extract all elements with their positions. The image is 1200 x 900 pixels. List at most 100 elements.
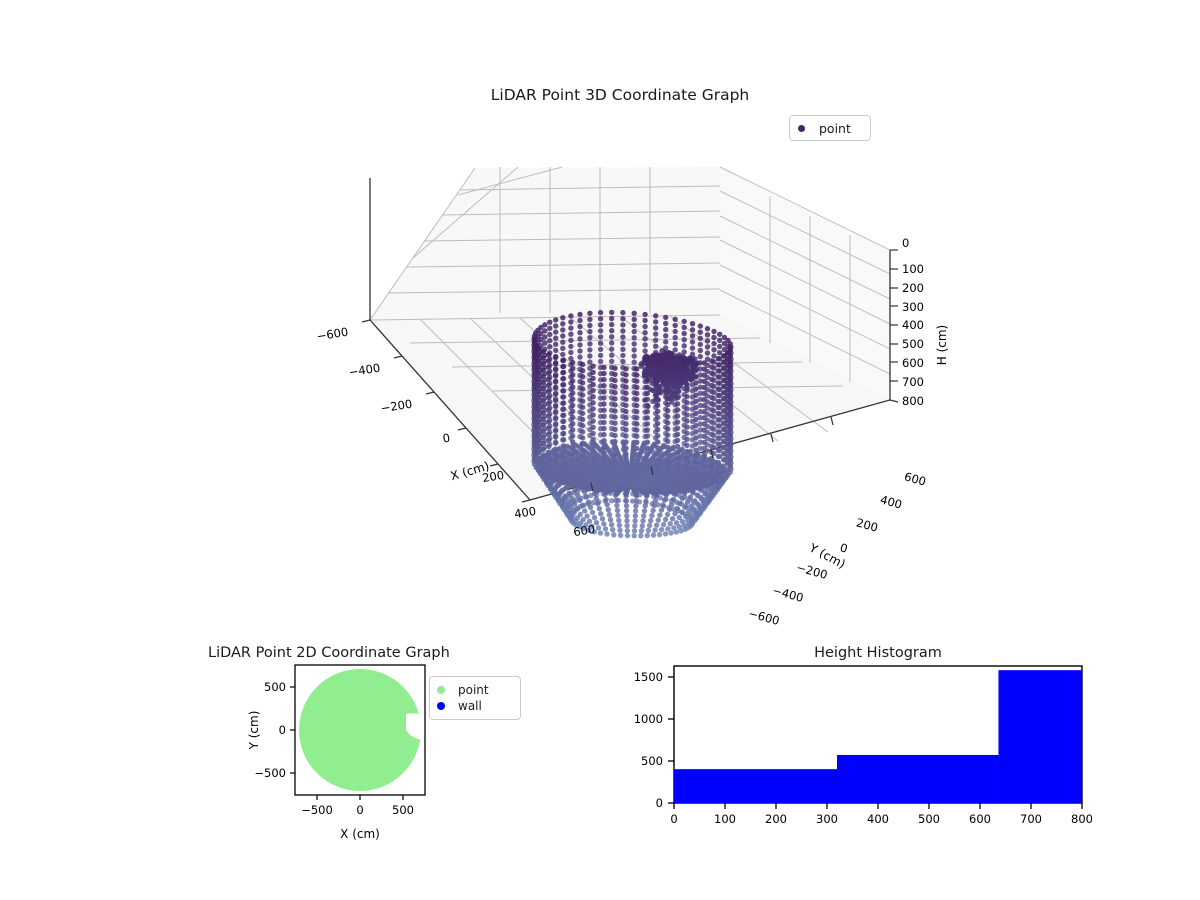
point3d — [609, 353, 614, 358]
point3d — [608, 517, 613, 522]
point3d — [672, 361, 678, 367]
point3d — [653, 331, 658, 336]
point3d — [577, 354, 582, 359]
point3d — [604, 531, 609, 536]
point3d — [553, 342, 558, 347]
point3d — [598, 322, 603, 327]
point3d — [541, 361, 546, 366]
point3d — [625, 533, 630, 538]
point3d — [722, 426, 727, 431]
point3d — [674, 520, 679, 525]
point3d — [669, 399, 674, 404]
histogram-ytick-3: 1500 — [634, 670, 663, 684]
point3d — [609, 340, 614, 345]
point3d — [620, 353, 625, 358]
point3d — [625, 528, 630, 533]
point3d — [590, 382, 595, 387]
point3d — [693, 417, 698, 422]
point3d — [655, 360, 661, 366]
point3d — [611, 439, 616, 444]
point3d — [655, 370, 661, 376]
point3d — [639, 363, 645, 369]
point3d — [657, 532, 662, 537]
point3d — [618, 533, 623, 538]
histogram-ytick-1: 500 — [641, 754, 663, 768]
point3d — [569, 496, 574, 501]
point3d — [659, 527, 664, 532]
point3d — [623, 421, 628, 426]
histogram-panel[interactable]: 0 100 200 300 400 500 600 700 800 0 500 … — [630, 630, 1110, 880]
point3d — [553, 385, 558, 390]
point3d — [546, 432, 551, 437]
point3d — [560, 333, 565, 338]
point3d — [698, 342, 703, 347]
point3d — [580, 386, 585, 391]
point3d — [582, 508, 587, 513]
point3d — [685, 500, 690, 505]
plot2d-panel[interactable]: 500 0 −500 −500 0 500 X (cm) Y (cm) — [150, 630, 570, 880]
point3d — [546, 389, 551, 394]
point3d — [601, 432, 606, 437]
point3d — [642, 324, 647, 329]
point3d — [541, 373, 546, 378]
point3d — [632, 311, 637, 316]
point3d — [546, 383, 551, 388]
point3d — [669, 391, 674, 396]
point3d — [693, 429, 698, 434]
point3d — [667, 374, 672, 379]
point3d — [561, 388, 566, 393]
point3d — [601, 377, 606, 382]
point3d — [553, 392, 558, 397]
point3d — [561, 419, 566, 424]
point3d — [653, 319, 658, 324]
plot2d-ylabel: Y (cm) — [247, 711, 261, 751]
point3d — [553, 428, 558, 433]
plot2d-canvas[interactable]: 500 0 −500 −500 0 500 X (cm) Y (cm) — [150, 630, 570, 880]
point3d — [705, 393, 710, 398]
point3d — [634, 391, 639, 396]
point3d — [553, 398, 558, 403]
point3d — [690, 333, 695, 338]
point3d — [663, 321, 668, 326]
plot3d-panel[interactable]: −600 −400 −200 0 200 400 600 X (cm) 600 … — [300, 70, 940, 630]
point3d — [546, 377, 551, 382]
point3d — [717, 436, 722, 441]
point3d — [623, 415, 628, 420]
point3d — [624, 508, 629, 513]
point3d — [588, 505, 593, 510]
point3d — [620, 310, 625, 315]
point3d — [660, 502, 665, 507]
point3d — [693, 435, 698, 440]
point3d — [543, 473, 548, 478]
point3d — [580, 423, 585, 428]
histogram-xtick-4: 400 — [867, 812, 889, 826]
histogram-bar — [674, 769, 837, 803]
point3d — [612, 390, 617, 395]
point3d — [675, 419, 680, 424]
point3d — [688, 494, 693, 499]
point3d — [612, 384, 617, 389]
point3d — [705, 418, 710, 423]
point3d — [717, 405, 722, 410]
point3d — [653, 325, 658, 330]
point3d — [711, 402, 716, 407]
point3d — [708, 456, 713, 461]
point3d — [659, 507, 664, 512]
point3d — [676, 394, 681, 399]
point3d — [654, 522, 659, 527]
point3d — [663, 387, 668, 392]
point3d — [586, 500, 591, 505]
point3d — [722, 451, 727, 456]
point3d — [688, 449, 693, 454]
point3d — [711, 420, 716, 425]
point3d — [620, 334, 625, 339]
point3d — [684, 431, 689, 436]
point3d — [612, 414, 617, 419]
histogram-xtick-7: 700 — [1020, 812, 1042, 826]
point3d — [693, 411, 698, 416]
histogram-ytick-0: 0 — [656, 796, 663, 810]
histogram-canvas[interactable]: 0 100 200 300 400 500 600 700 800 0 500 … — [630, 630, 1110, 880]
point3d — [696, 451, 701, 456]
point3d — [653, 378, 658, 383]
point3d — [668, 521, 673, 526]
